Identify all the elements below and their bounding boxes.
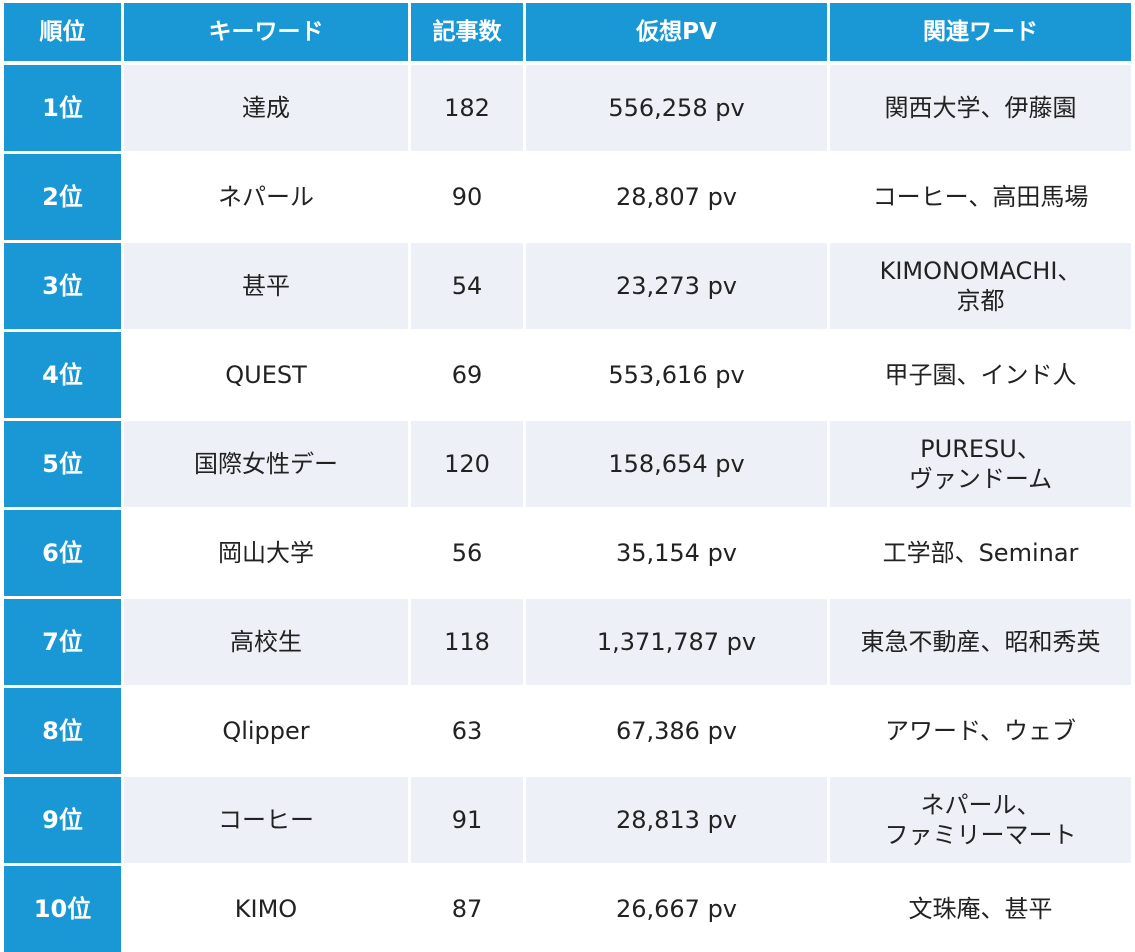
table-row: 2位 ネパール 90 28,807 pv コーヒー、高田馬場	[4, 154, 1131, 240]
rank-cell: 4位	[4, 332, 121, 418]
articles-cell: 120	[411, 421, 523, 507]
header-pv: 仮想PV	[526, 3, 827, 61]
pv-cell: 23,273 pv	[526, 243, 827, 329]
rank-cell: 7位	[4, 599, 121, 685]
header-articles: 記事数	[411, 3, 523, 61]
articles-cell: 54	[411, 243, 523, 329]
keyword-cell: 達成	[124, 65, 408, 151]
articles-cell: 182	[411, 65, 523, 151]
articles-cell: 90	[411, 154, 523, 240]
related-cell: 甲子園、インド人	[830, 332, 1131, 418]
rank-cell: 6位	[4, 510, 121, 596]
articles-cell: 87	[411, 866, 523, 952]
related-cell: コーヒー、高田馬場	[830, 154, 1131, 240]
table-header-row: 順位 キーワード 記事数 仮想PV 関連ワード	[4, 3, 1131, 61]
pv-cell: 67,386 pv	[526, 688, 827, 774]
header-related: 関連ワード	[830, 3, 1131, 61]
table-row: 1位 達成 182 556,258 pv 関西大学、伊藤園	[4, 65, 1131, 151]
related-cell: 文珠庵、甚平	[830, 866, 1131, 952]
articles-cell: 91	[411, 777, 523, 863]
keyword-cell: コーヒー	[124, 777, 408, 863]
articles-cell: 69	[411, 332, 523, 418]
articles-cell: 63	[411, 688, 523, 774]
related-cell: PURESU、 ヴァンドーム	[830, 421, 1131, 507]
articles-cell: 118	[411, 599, 523, 685]
keyword-cell: 国際女性デー	[124, 421, 408, 507]
pv-cell: 556,258 pv	[526, 65, 827, 151]
related-cell: 東急不動産、昭和秀英	[830, 599, 1131, 685]
table-row: 10位 KIMO 87 26,667 pv 文珠庵、甚平	[4, 866, 1131, 952]
keyword-cell: KIMO	[124, 866, 408, 952]
pv-cell: 553,616 pv	[526, 332, 827, 418]
related-cell: アワード、ウェブ	[830, 688, 1131, 774]
keyword-cell: 高校生	[124, 599, 408, 685]
pv-cell: 28,813 pv	[526, 777, 827, 863]
rank-cell: 1位	[4, 65, 121, 151]
pv-cell: 158,654 pv	[526, 421, 827, 507]
pv-cell: 35,154 pv	[526, 510, 827, 596]
table-row: 8位 Qlipper 63 67,386 pv アワード、ウェブ	[4, 688, 1131, 774]
articles-cell: 56	[411, 510, 523, 596]
keyword-cell: ネパール	[124, 154, 408, 240]
keyword-cell: Qlipper	[124, 688, 408, 774]
keyword-cell: 甚平	[124, 243, 408, 329]
related-cell: 工学部、Seminar	[830, 510, 1131, 596]
related-cell: 関西大学、伊藤園	[830, 65, 1131, 151]
pv-cell: 1,371,787 pv	[526, 599, 827, 685]
rank-cell: 10位	[4, 866, 121, 952]
table-row: 6位 岡山大学 56 35,154 pv 工学部、Seminar	[4, 510, 1131, 596]
related-cell: ネパール、 ファミリーマート	[830, 777, 1131, 863]
rank-cell: 2位	[4, 154, 121, 240]
table-row: 3位 甚平 54 23,273 pv KIMONOMACHI、 京都	[4, 243, 1131, 329]
keyword-cell: 岡山大学	[124, 510, 408, 596]
rank-cell: 8位	[4, 688, 121, 774]
rank-cell: 9位	[4, 777, 121, 863]
table-row: 4位 QUEST 69 553,616 pv 甲子園、インド人	[4, 332, 1131, 418]
header-rank: 順位	[4, 3, 121, 61]
table-row: 9位 コーヒー 91 28,813 pv ネパール、 ファミリーマート	[4, 777, 1131, 863]
pv-cell: 28,807 pv	[526, 154, 827, 240]
related-cell: KIMONOMACHI、 京都	[830, 243, 1131, 329]
keyword-ranking-table: 順位 キーワード 記事数 仮想PV 関連ワード 1位 達成 182 556,25…	[4, 3, 1131, 952]
pv-cell: 26,667 pv	[526, 866, 827, 952]
rank-cell: 5位	[4, 421, 121, 507]
table-row: 7位 高校生 118 1,371,787 pv 東急不動産、昭和秀英	[4, 599, 1131, 685]
keyword-cell: QUEST	[124, 332, 408, 418]
header-keyword: キーワード	[124, 3, 408, 61]
table-row: 5位 国際女性デー 120 158,654 pv PURESU、 ヴァンドーム	[4, 421, 1131, 507]
rank-cell: 3位	[4, 243, 121, 329]
